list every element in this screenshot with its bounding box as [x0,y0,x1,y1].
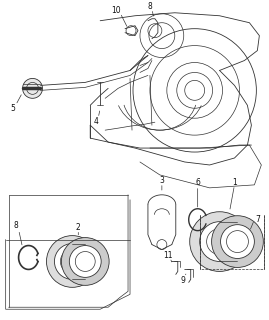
Circle shape [221,225,254,259]
Circle shape [69,245,101,277]
Text: 8: 8 [13,221,18,230]
Circle shape [54,244,90,279]
Text: 4: 4 [94,117,99,126]
Text: 1: 1 [232,178,237,188]
Text: 9: 9 [180,276,185,285]
Circle shape [61,237,109,285]
Text: 10: 10 [111,6,121,15]
Text: 8: 8 [147,2,152,11]
Text: 3: 3 [160,176,164,185]
Text: 2: 2 [76,223,81,232]
Circle shape [212,216,263,268]
Circle shape [200,222,239,261]
Text: 5: 5 [10,104,15,113]
Text: 6: 6 [195,178,200,188]
Text: 11: 11 [163,251,173,260]
Circle shape [23,78,43,98]
Text: 7: 7 [255,215,260,224]
Circle shape [190,212,249,271]
Circle shape [47,236,98,287]
